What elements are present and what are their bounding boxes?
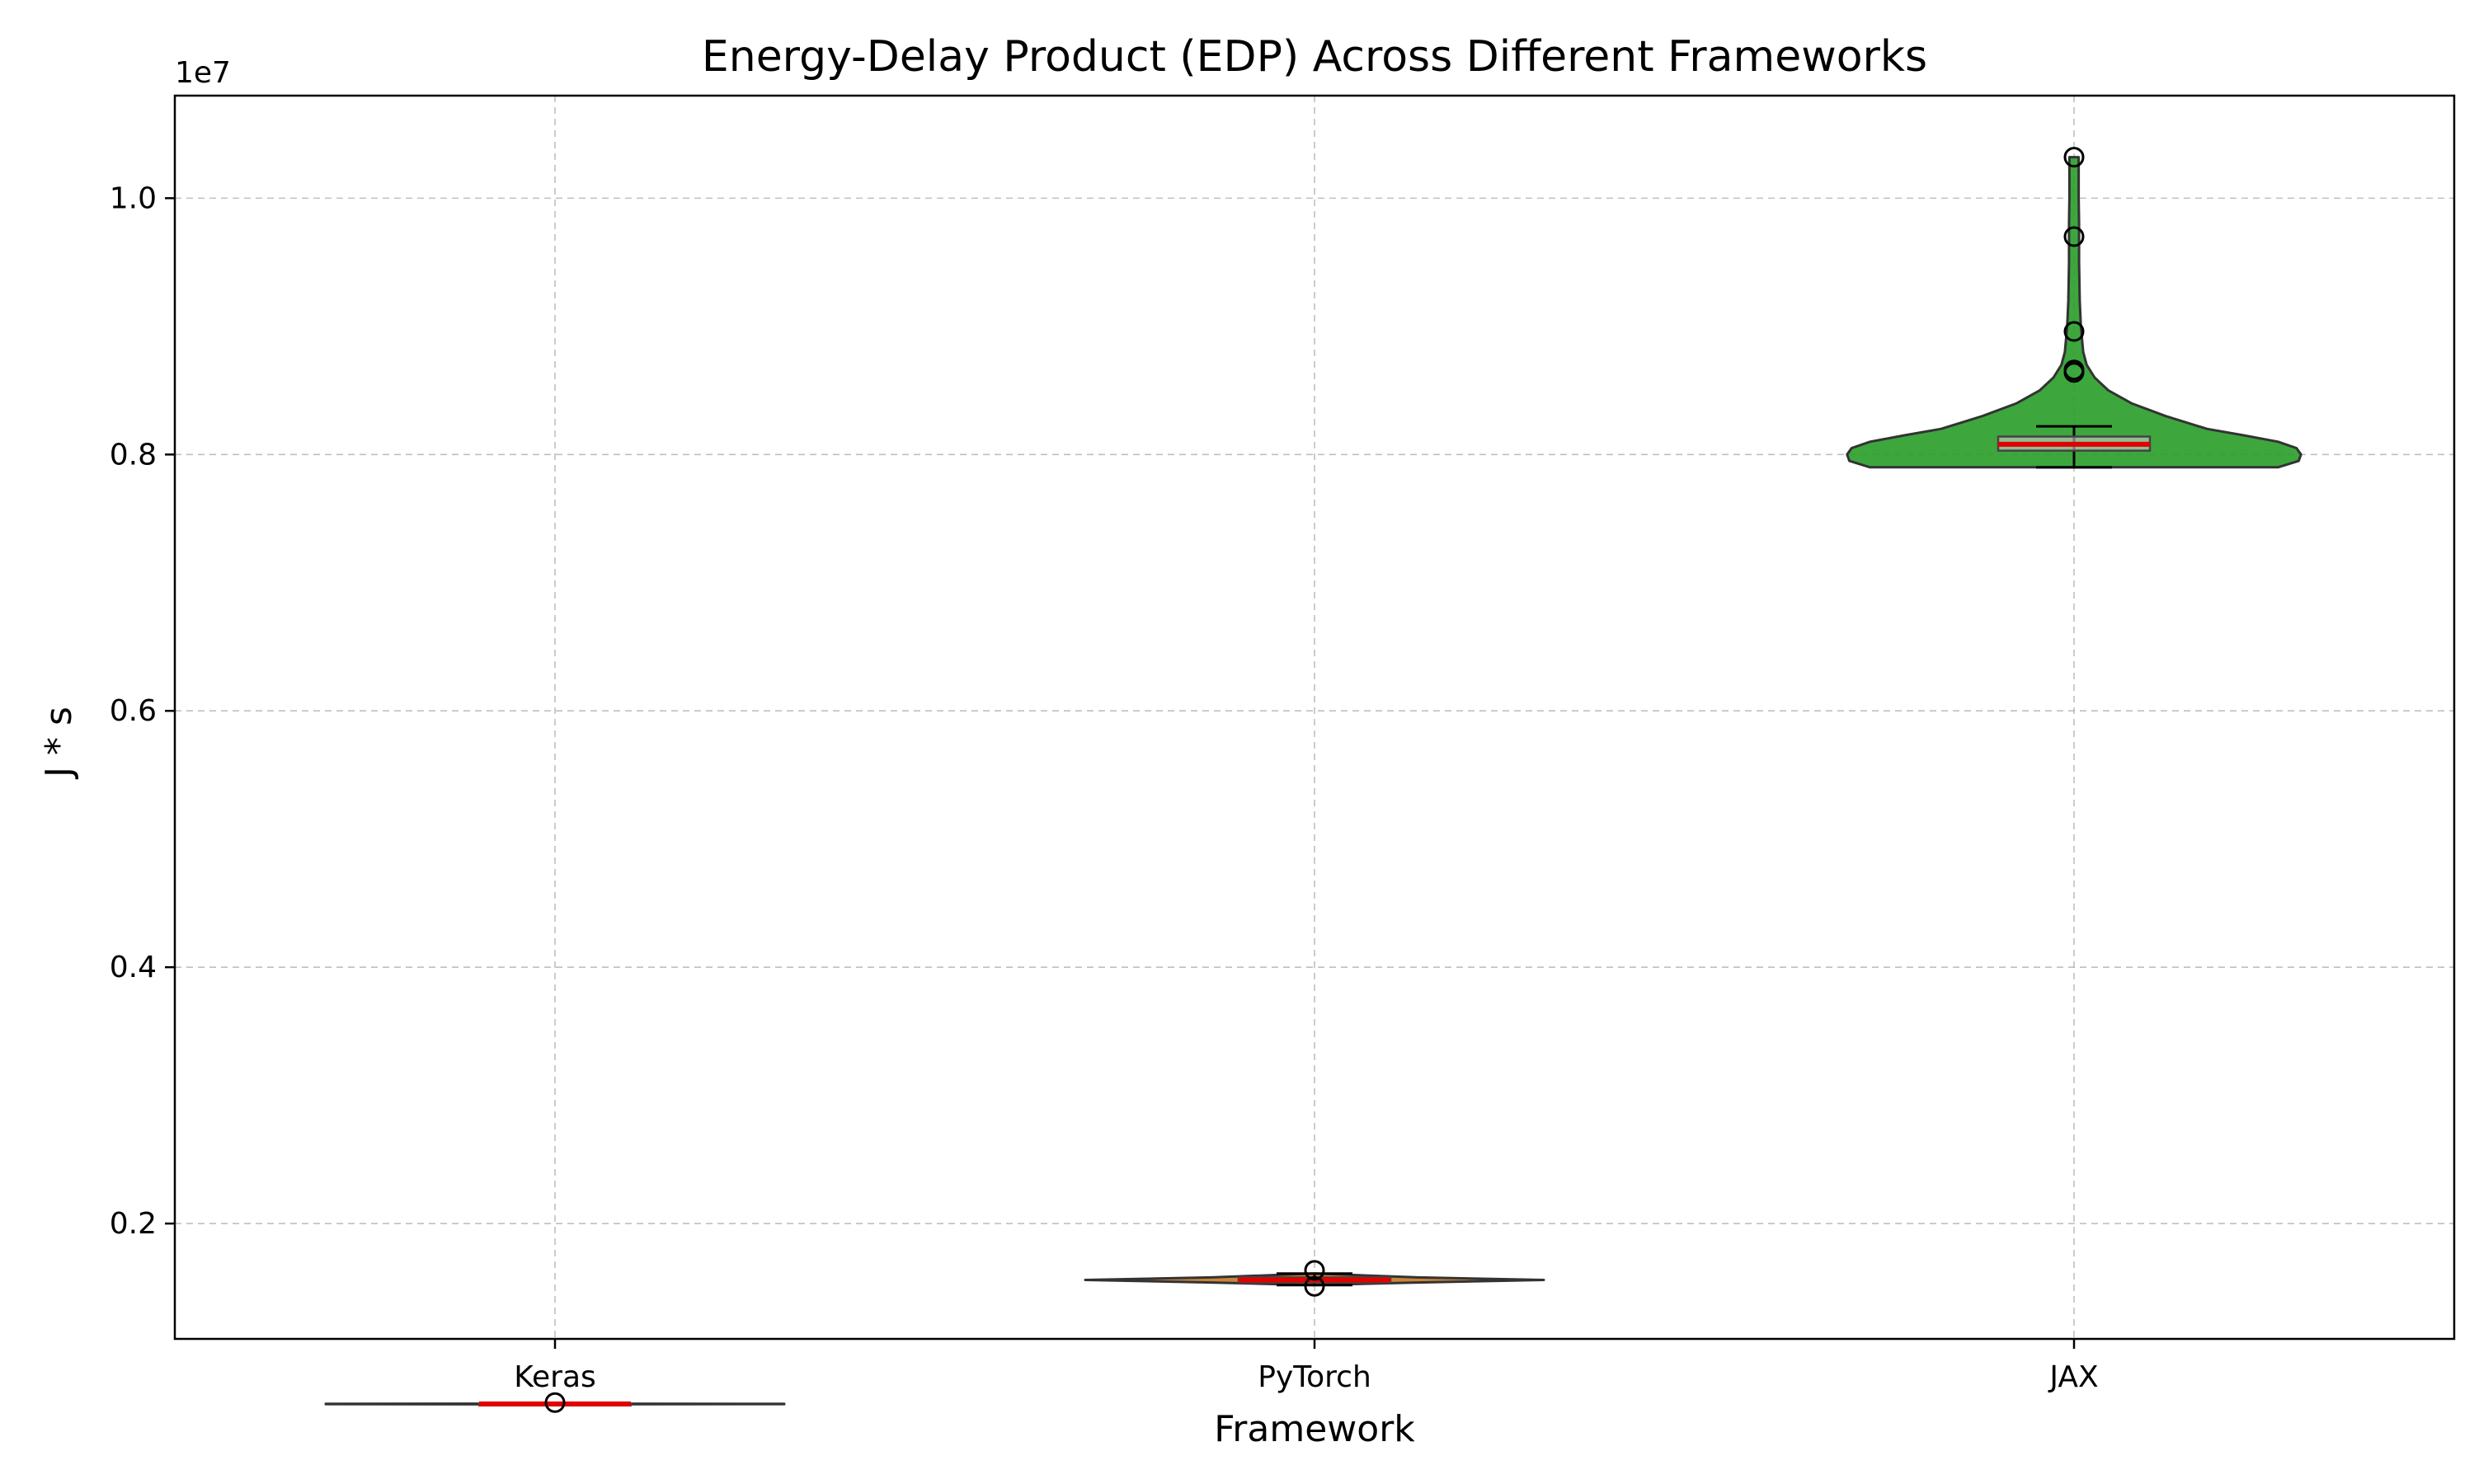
y-tick-label-3: 0.8 [110,438,157,472]
chart-title: Energy-Delay Product (EDP) Across Differ… [702,32,1927,82]
grid-lines [175,96,2454,1339]
outlier-keras-0 [544,1392,566,1413]
outlier-jax-2 [2063,321,2085,342]
y-axis-label: J * s [38,707,80,780]
outlier-jax-3 [2063,226,2085,247]
box-plots [477,147,2152,1413]
y-tick-label-2: 0.6 [110,694,157,728]
y-offset-label: 1e7 [175,56,231,90]
x-tick-label-keras: Keras [514,1360,596,1394]
violin-jax [1846,156,2302,469]
outlier-pytorch-0 [1304,1275,1325,1297]
outlier-pytorch-1 [1304,1260,1325,1281]
violin-bodies [324,156,2302,1406]
y-tick-label-0: 0.2 [110,1207,157,1241]
outlier-jax-1 [2063,359,2085,381]
outlier-jax-4 [2063,147,2085,168]
x-tick-label-pytorch: PyTorch [1258,1360,1371,1394]
x-tick-label-jax: JAX [2048,1360,2098,1394]
y-tick-label-4: 1.0 [110,181,157,215]
y-tick-label-1: 0.4 [110,951,157,984]
axes [165,94,2456,1349]
tick-labels: 0.2 0.4 0.6 0.8 1.0 Keras PyTorch JAX [110,181,2099,1394]
x-axis-label: Framework [1214,1408,1415,1450]
